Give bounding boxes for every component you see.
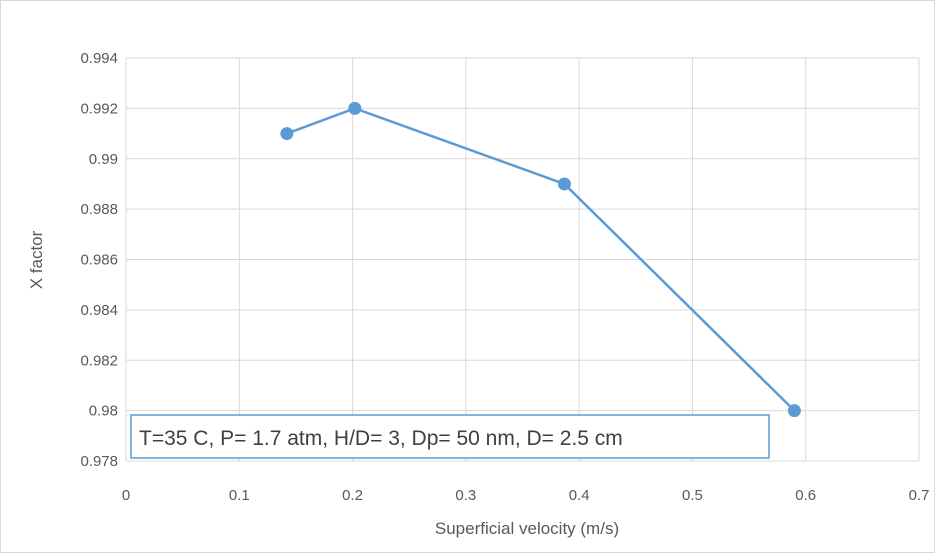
annotation-text: T=35 C, P= 1.7 atm, H/D= 3, Dp= 50 nm, D… [139, 427, 623, 450]
x-tick-label: 0.1 [229, 487, 250, 504]
x-tick-label: 0.2 [342, 487, 363, 504]
y-tick-label: 0.994 [80, 50, 118, 67]
x-tick-labels: 0 0.1 0.2 0.3 0.4 0.5 0.6 0.7 [122, 487, 930, 504]
x-tick-label: 0.5 [682, 487, 703, 504]
data-point [557, 177, 571, 191]
y-tick-label: 0.992 [80, 100, 118, 117]
y-axis-title: X factor [27, 230, 46, 289]
y-tick-label: 0.986 [80, 252, 118, 269]
y-tick-label: 0.982 [80, 352, 118, 369]
x-tick-label: 0.7 [909, 487, 930, 504]
data-point [787, 404, 801, 418]
annotation-box: T=35 C, P= 1.7 atm, H/D= 3, Dp= 50 nm, D… [130, 414, 770, 459]
series-group [280, 101, 801, 418]
series-line [286, 107, 796, 412]
x-tick-label: 0.4 [569, 487, 590, 504]
x-tick-label: 0.3 [455, 487, 476, 504]
y-tick-label: 0.978 [80, 453, 118, 470]
grid-lines [125, 57, 920, 462]
y-tick-label: 0.99 [89, 151, 118, 168]
y-tick-label: 0.98 [89, 403, 118, 420]
data-point [348, 101, 362, 115]
y-tick-label: 0.988 [80, 201, 118, 218]
x-tick-label: 0 [122, 487, 130, 504]
data-point [280, 127, 294, 141]
y-tick-label: 0.984 [80, 302, 118, 319]
y-tick-labels: 0.978 0.98 0.982 0.984 0.986 0.988 0.99 0.992 0.… [80, 50, 118, 470]
x-axis-title: Superficial velocity (m/s) [435, 519, 619, 538]
x-tick-label: 0.6 [795, 487, 816, 504]
